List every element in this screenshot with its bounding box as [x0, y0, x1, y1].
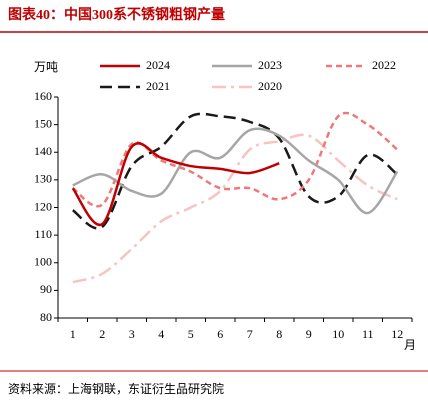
chart-title: 图表40：中国300系不锈钢粗钢产量 — [8, 6, 225, 23]
x-tick-label: 2 — [99, 327, 105, 341]
x-tick-label: 12 — [391, 327, 403, 341]
x-tick-label: 10 — [332, 327, 344, 341]
y-tick-label: 130 — [34, 172, 52, 186]
x-tick-label: 9 — [306, 327, 312, 341]
x-tick-label: 1 — [70, 327, 76, 341]
x-tick-label: 4 — [158, 327, 164, 341]
x-tick-label: 6 — [217, 327, 223, 341]
x-tick-label: 3 — [129, 327, 135, 341]
y-axis-label: 万吨 — [34, 60, 58, 74]
legend-label: 2023 — [258, 58, 282, 72]
y-tick-label: 140 — [34, 144, 52, 158]
legend-label: 2024 — [146, 58, 170, 72]
line-series — [72, 127, 399, 215]
line-series — [71, 142, 280, 227]
line-series — [71, 112, 399, 230]
y-tick-label: 120 — [34, 199, 52, 213]
x-tick-label: 5 — [188, 327, 194, 341]
y-tick-label: 110 — [34, 227, 52, 241]
y-tick-label: 160 — [34, 89, 52, 103]
legend-label: 2021 — [146, 79, 170, 93]
y-tick-label: 100 — [34, 255, 52, 269]
y-tick-label: 90 — [40, 282, 52, 296]
line-series — [71, 111, 399, 208]
source: 资料来源：上海钢联，东证衍生品研究院 — [8, 381, 224, 396]
legend-label: 2020 — [258, 79, 282, 93]
y-tick-label: 80 — [40, 310, 52, 324]
x-axis-label: 月 — [404, 338, 416, 352]
x-tick-label: 7 — [247, 327, 253, 341]
legend-label: 2022 — [372, 58, 396, 72]
line-series — [72, 133, 398, 284]
x-tick-label: 8 — [276, 327, 282, 341]
x-tick-label: 11 — [362, 327, 374, 341]
y-tick-label: 150 — [34, 116, 52, 130]
